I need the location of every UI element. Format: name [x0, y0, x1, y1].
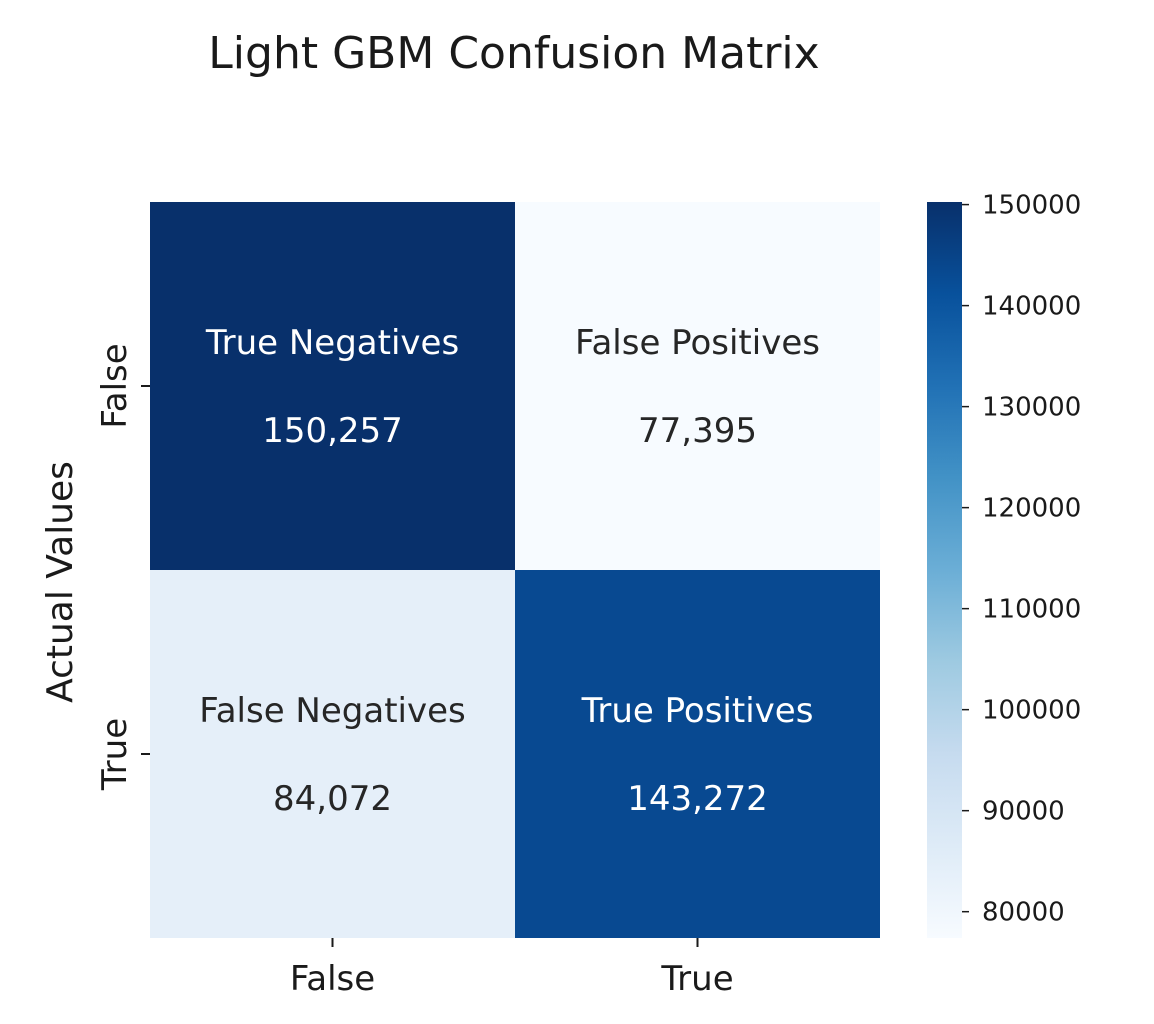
cell-value-label: 143,272	[627, 779, 768, 819]
heatmap-cell	[515, 570, 880, 938]
colorbar-tick-label: 120000	[982, 494, 1081, 524]
cell-category-label: True Negatives	[205, 323, 459, 363]
x-tick-label: True	[660, 959, 733, 999]
colorbar-tick-label: 80000	[982, 898, 1065, 928]
colorbar-tick-label: 110000	[982, 595, 1081, 625]
colorbar-tick-label: 140000	[982, 292, 1081, 322]
cell-category-label: False Positives	[575, 323, 820, 363]
heatmap-cell	[515, 202, 880, 570]
chart-title: Light GBM Confusion Matrix	[208, 28, 819, 79]
heatmap-cell-labels: True Negatives 150,257 False Positives 77,3…	[199, 323, 820, 819]
heatmap-cells	[150, 202, 880, 938]
heatmap-cell	[150, 570, 515, 938]
x-tick-label: False	[290, 959, 375, 999]
colorbar	[927, 202, 962, 938]
cell-value-label: 77,395	[638, 411, 757, 451]
colorbar-tick-label: 130000	[982, 393, 1081, 423]
axis-ticks: False True False True	[95, 343, 734, 999]
cell-category-label: False Negatives	[199, 691, 465, 731]
colorbar-ticks: 80000 90000 100000 110000 120000 130000 140000…	[962, 191, 1081, 928]
colorbar-tick-label: 90000	[982, 797, 1065, 827]
y-tick-label: False	[95, 343, 135, 428]
heatmap-cell	[150, 202, 515, 570]
colorbar-tick-label: 150000	[982, 191, 1081, 221]
cell-value-label: 150,257	[262, 411, 403, 451]
y-axis-label: Actual Values	[40, 461, 81, 703]
colorbar-tick-label: 100000	[982, 696, 1081, 726]
y-tick-label: True	[95, 718, 135, 791]
cell-value-label: 84,072	[273, 779, 392, 819]
cell-category-label: True Positives	[581, 691, 814, 731]
